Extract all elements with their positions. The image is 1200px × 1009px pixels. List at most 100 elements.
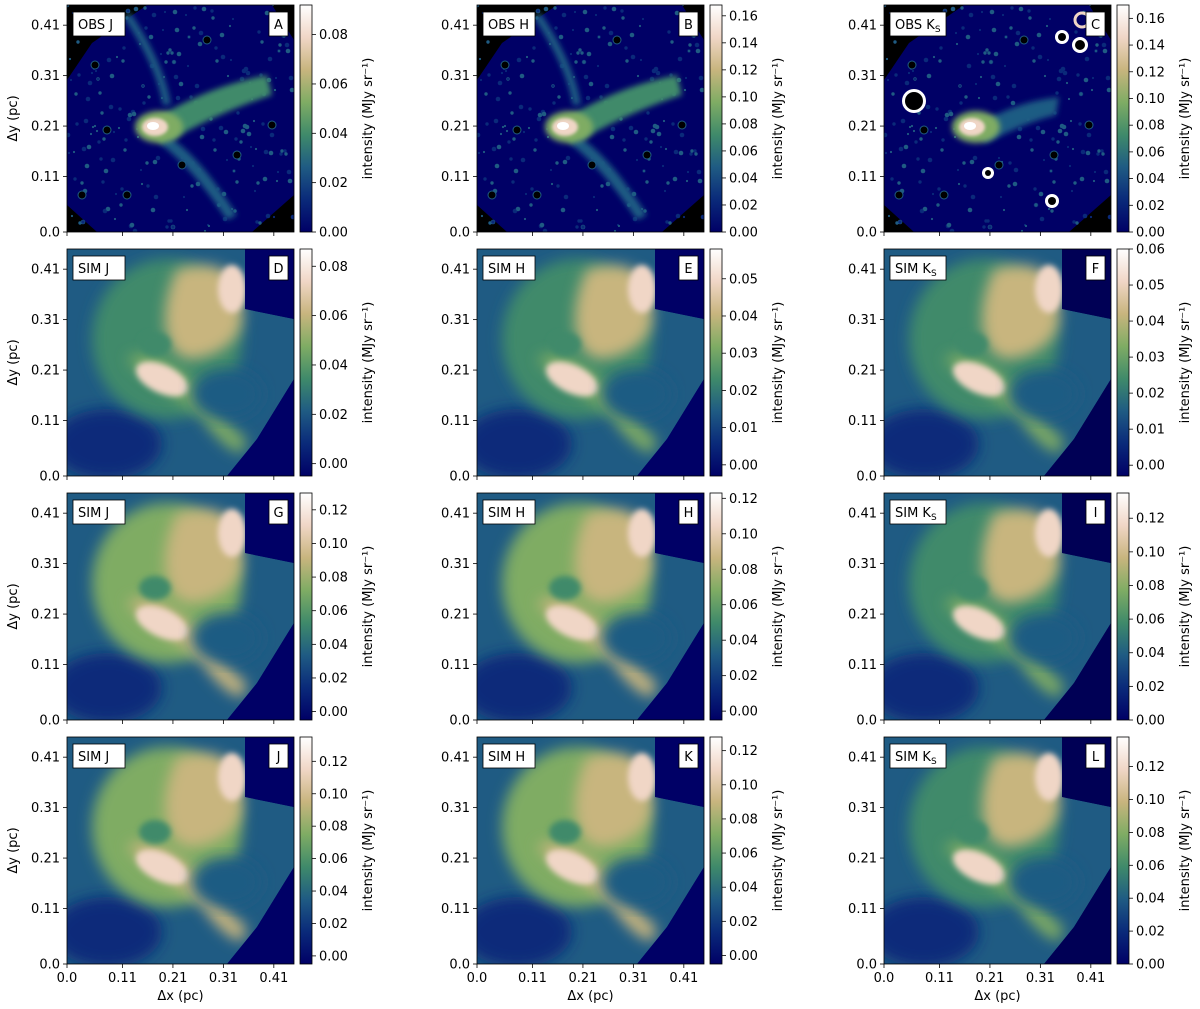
colorbar-tick-label: 0.10 (319, 787, 348, 802)
noise-speck (117, 126, 121, 130)
star-core (1058, 33, 1066, 41)
source-mask (1049, 150, 1059, 160)
noise-speck (1102, 43, 1106, 47)
bright-rim (1035, 509, 1063, 557)
noise-speck (1093, 170, 1097, 174)
noise-speck (891, 92, 895, 96)
cavity (602, 369, 672, 419)
noise-speck (536, 9, 540, 13)
noise-speck (288, 75, 294, 81)
noise-speck (670, 40, 674, 44)
colorbar-tick-label: 0.12 (729, 492, 758, 507)
bright-rim (545, 849, 599, 885)
x-tick-label: 0.0 (467, 971, 488, 986)
colorbar-tick-label: 0.06 (1136, 243, 1165, 258)
noise-speck (261, 122, 265, 126)
source-mask (202, 35, 212, 45)
noise-speck (1018, 6, 1024, 12)
noise-speck (1105, 75, 1111, 81)
noise-speck (944, 112, 950, 118)
noise-speck (1051, 137, 1055, 141)
noise-speck (285, 43, 289, 47)
noise-speck (142, 101, 146, 105)
noise-speck (213, 148, 217, 152)
noise-speck (700, 214, 704, 220)
colorbar-tick-label: 0.03 (1136, 351, 1165, 366)
noise-speck (617, 224, 621, 228)
noise-speck (638, 24, 642, 28)
x-tick-label: 0.21 (568, 971, 597, 986)
noise-speck (126, 9, 130, 13)
y-tick-label: 0.31 (848, 557, 877, 572)
label-box (482, 255, 536, 281)
noise-speck (198, 30, 204, 36)
noise-speck (625, 59, 629, 63)
noise-speck (908, 125, 912, 129)
noise-speck (513, 168, 519, 174)
image-L (884, 737, 1111, 964)
noise-speck (898, 220, 902, 224)
noise-speck (486, 40, 490, 44)
colorbar-tick-label: 0.12 (729, 63, 758, 78)
noise-speck (943, 116, 949, 122)
axes-frame (883, 736, 1112, 965)
noise-speck (644, 137, 648, 141)
colorbar-tick-label: 0.14 (1136, 39, 1165, 54)
panel-id: F (1092, 262, 1099, 277)
noise-speck (121, 59, 125, 63)
y-tick-label: 0.41 (31, 263, 60, 278)
source-mask (177, 160, 187, 170)
noise-speck (977, 96, 981, 100)
noise-speck (169, 219, 173, 223)
noise-speck (113, 217, 117, 221)
noise-speck (143, 6, 147, 10)
colorbar-tick-label: 0.12 (1136, 65, 1165, 80)
bright-rim (952, 361, 1006, 397)
y-tick-label: 0.0 (856, 470, 877, 485)
noise-speck (1024, 224, 1028, 228)
y-tick-label: 0.11 (31, 170, 60, 185)
noise-speck (970, 194, 976, 200)
noise-speck (103, 209, 107, 213)
noise-speck (94, 69, 98, 73)
noise-speck (613, 229, 617, 232)
y-tick-label: 0.41 (441, 263, 470, 278)
noise-speck (491, 146, 497, 152)
noise-speck (103, 168, 109, 174)
noise-speck (1040, 129, 1046, 135)
y-axis-label: Δy (pc) (6, 827, 21, 873)
panel-label: SIM J (72, 255, 126, 281)
noise-speck (650, 128, 656, 134)
noise-speck (1068, 164, 1072, 168)
noise-speck (495, 96, 501, 102)
noise-speck (1055, 91, 1059, 95)
noise-speck (916, 157, 920, 161)
noise-speck (555, 161, 559, 165)
noise-speck (515, 206, 521, 212)
x-tick-label: 0.41 (1076, 971, 1105, 986)
noise-speck (679, 132, 685, 138)
noise-speck (523, 217, 527, 221)
noise-speck (953, 135, 957, 139)
panel-id: L (1092, 750, 1100, 765)
colorbar (709, 492, 723, 721)
source-mask (587, 160, 597, 170)
noise-speck (1052, 180, 1056, 184)
cavity (549, 332, 581, 356)
colorbar-tick-label: 0.00 (1136, 459, 1165, 474)
noise-speck (582, 60, 586, 64)
noise-speck (972, 155, 978, 161)
colorbar-tick-label: 0.02 (1136, 925, 1165, 940)
colorbar (1116, 736, 1130, 965)
noise-speck (102, 137, 106, 141)
dark-lane (884, 897, 979, 964)
noise-speck (624, 46, 628, 50)
colorbar (1116, 4, 1130, 233)
noise-speck (174, 27, 180, 33)
colorbar-tick-label: 0.04 (319, 358, 348, 373)
noise-speck (105, 206, 111, 212)
noise-speck (579, 219, 583, 223)
noise-speck (954, 31, 958, 35)
noise-speck (1016, 134, 1022, 140)
noise-speck (906, 132, 910, 136)
